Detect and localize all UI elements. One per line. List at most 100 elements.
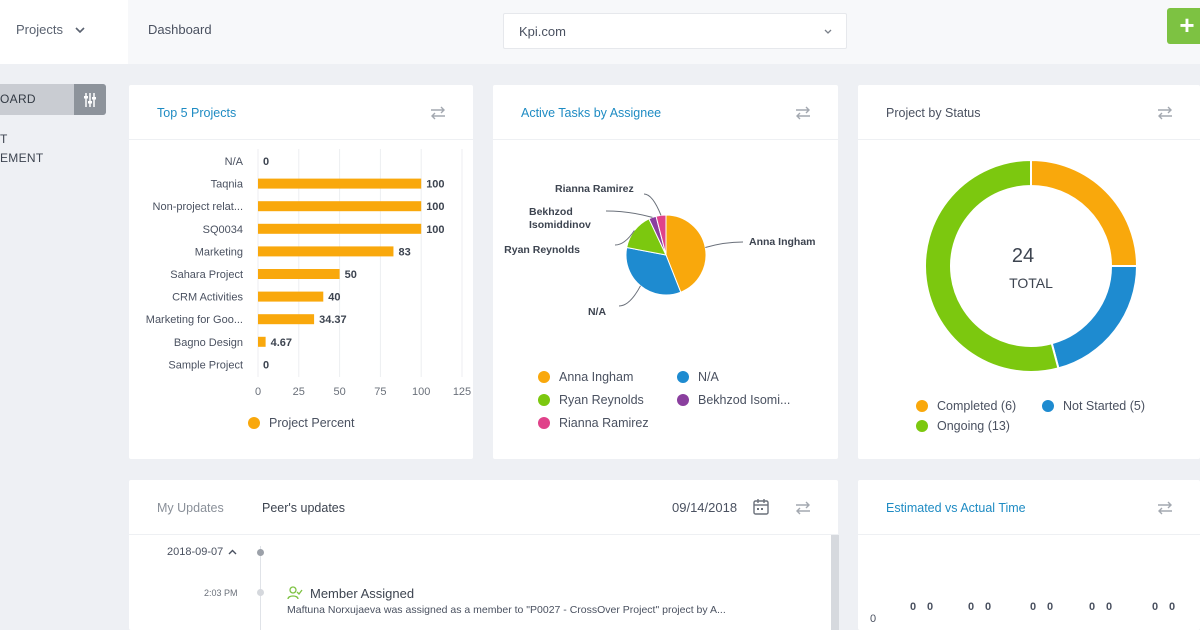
timeline-day-label: 2018-09-07 bbox=[167, 546, 224, 558]
project-area: Projects bbox=[0, 0, 128, 64]
add-button[interactable]: + bbox=[1167, 8, 1200, 44]
y-tick-label: 0 bbox=[870, 613, 876, 625]
data-label: 100 bbox=[426, 179, 444, 191]
data-label: 0 bbox=[1152, 601, 1158, 613]
legend-dot bbox=[677, 371, 689, 383]
legend-label: Project Percent bbox=[269, 416, 355, 430]
bar bbox=[258, 201, 422, 212]
active-tasks-chart: Anna Ingham N/A Ryan Reynolds BekhzodIsomid… bbox=[504, 183, 816, 318]
sidebar: OARD T EMENT bbox=[0, 64, 106, 630]
category-label: SQ0034 bbox=[203, 224, 243, 236]
legend-label: N/A bbox=[698, 370, 719, 384]
legend-item[interactable]: Not Started (5) bbox=[1042, 399, 1145, 413]
card-header: My Updates Peer's updates 09/14/2018 bbox=[129, 480, 838, 535]
tab-peers-updates[interactable]: Peer's updates bbox=[262, 501, 345, 515]
legend-item[interactable]: Bekhzod Isomi... bbox=[677, 393, 790, 407]
data-label: 4.67 bbox=[271, 337, 292, 349]
sidebar-item-label: OARD bbox=[0, 92, 36, 106]
x-tick-label: 0 bbox=[255, 386, 261, 398]
data-label: 0 bbox=[968, 601, 974, 613]
card-title: Project by Status bbox=[886, 106, 981, 120]
bar bbox=[258, 178, 422, 189]
legend-label: Rianna Ramirez bbox=[559, 416, 649, 430]
data-label: 0 bbox=[1089, 601, 1095, 613]
data-label: 0 bbox=[1047, 601, 1053, 613]
bar bbox=[258, 269, 340, 279]
data-label: 0 bbox=[910, 601, 916, 613]
category-label: Marketing for Goo... bbox=[146, 314, 243, 326]
legend-label: Not Started (5) bbox=[1063, 399, 1145, 413]
user-check-icon bbox=[287, 586, 303, 600]
scrollbar[interactable] bbox=[831, 535, 839, 630]
data-label: 34.37 bbox=[319, 314, 347, 326]
pie-slice bbox=[625, 246, 682, 296]
legend-dot bbox=[248, 417, 260, 429]
pie-callout-label: Rianna Ramirez bbox=[555, 183, 634, 195]
category-label: Taqnia bbox=[211, 179, 244, 191]
refresh-icon[interactable] bbox=[794, 500, 812, 516]
donut-total-label: TOTAL bbox=[1009, 275, 1053, 291]
sidebar-item-management-label[interactable]: EMENT bbox=[0, 151, 44, 165]
pie-callout-label: N/A bbox=[588, 306, 607, 318]
legend-dot bbox=[677, 394, 689, 406]
x-tick-label: 50 bbox=[333, 386, 345, 398]
sidebar-item-management[interactable]: T bbox=[0, 132, 8, 146]
legend-item[interactable]: Rianna Ramirez bbox=[538, 416, 649, 430]
pie-callout-label: Anna Ingham bbox=[749, 236, 816, 248]
project-select[interactable]: Projects bbox=[16, 22, 85, 37]
category-label: Marketing bbox=[195, 246, 243, 258]
card-header: Active Tasks by Assignee bbox=[493, 85, 838, 140]
calendar-icon[interactable] bbox=[752, 498, 770, 516]
legend-item[interactable]: N/A bbox=[677, 370, 719, 384]
legend-label: Completed (6) bbox=[937, 399, 1017, 413]
legend-item[interactable]: Project Percent bbox=[248, 416, 354, 430]
card-header: Project by Status bbox=[858, 85, 1200, 140]
category-label: Bagno Design bbox=[174, 337, 243, 349]
legend-item[interactable]: Ongoing (13) bbox=[916, 419, 1010, 433]
data-label: 50 bbox=[345, 269, 357, 281]
timeline-node bbox=[257, 549, 264, 556]
site-select[interactable]: Kpi.com bbox=[503, 13, 847, 49]
sliders-icon[interactable] bbox=[74, 84, 106, 115]
callout-line bbox=[614, 230, 635, 246]
callout-line bbox=[643, 193, 662, 216]
top-projects-card: Top 5 Projects 0 25 50 75 100 125 N/A 0 Taqnia 10… bbox=[129, 85, 473, 459]
refresh-icon[interactable] bbox=[1156, 500, 1174, 516]
donut-total-value: 24 bbox=[1012, 245, 1034, 267]
card-header: Top 5 Projects bbox=[129, 85, 473, 140]
legend-item[interactable]: Ryan Reynolds bbox=[538, 393, 644, 407]
data-label: 40 bbox=[328, 292, 340, 304]
callout-line bbox=[605, 210, 653, 218]
category-label: Sahara Project bbox=[170, 269, 243, 281]
data-label: 0 bbox=[1030, 601, 1036, 613]
sidebar-item-dashboard[interactable]: OARD bbox=[0, 84, 106, 115]
timeline-day[interactable]: 2018-09-07 bbox=[167, 546, 237, 558]
legend-item[interactable]: Completed (6) bbox=[916, 399, 1016, 413]
legend-label: Ongoing (13) bbox=[937, 419, 1010, 433]
tab-my-updates[interactable]: My Updates bbox=[157, 501, 224, 515]
data-label: 0 bbox=[1106, 601, 1112, 613]
bar bbox=[258, 291, 324, 302]
pie-slice bbox=[655, 214, 667, 256]
site-select-value: Kpi.com bbox=[519, 24, 566, 39]
bar bbox=[258, 246, 394, 257]
top-bar: Projects Dashboard Kpi.com + bbox=[0, 0, 1200, 64]
data-label: 83 bbox=[398, 246, 410, 258]
category-label: N/A bbox=[225, 156, 244, 168]
legend-item[interactable]: Anna Ingham bbox=[538, 370, 633, 384]
pie-slice bbox=[665, 214, 707, 293]
card-title: Active Tasks by Assignee bbox=[521, 106, 662, 120]
category-label: Non-project relat... bbox=[153, 201, 243, 213]
callout-line bbox=[618, 285, 641, 307]
project-status-card: Project by Status 24 TOTAL Completed (6) … bbox=[858, 85, 1200, 459]
legend-label: Anna Ingham bbox=[559, 370, 634, 384]
refresh-icon[interactable] bbox=[1156, 105, 1174, 121]
refresh-icon[interactable] bbox=[794, 105, 812, 121]
card-header: Estimated vs Actual Time bbox=[858, 480, 1200, 535]
category-label: CRM Activities bbox=[172, 292, 243, 304]
timeline-node bbox=[257, 589, 264, 596]
refresh-icon[interactable] bbox=[429, 105, 447, 121]
data-label: 100 bbox=[426, 201, 444, 213]
updates-date[interactable]: 09/14/2018 bbox=[672, 500, 738, 515]
